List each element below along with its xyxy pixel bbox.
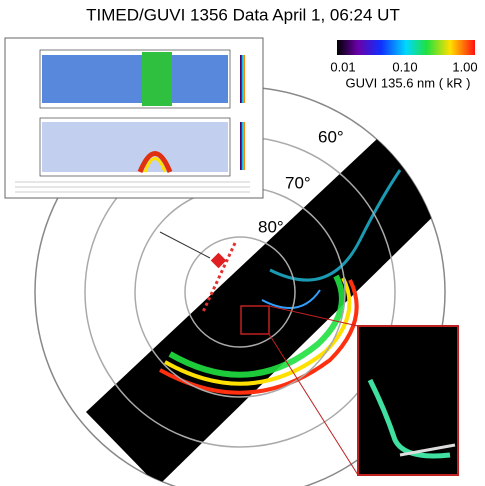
title: TIMED/GUVI 1356 Data April 1, 06:24 UT bbox=[86, 5, 400, 24]
zoom-line bbox=[268, 305, 359, 327]
colorbar-tick: 0.10 bbox=[392, 59, 417, 74]
track bbox=[201, 242, 237, 313]
arrow bbox=[159, 231, 211, 259]
colorbar-tick: 0.01 bbox=[330, 59, 355, 74]
zoom-arc bbox=[399, 443, 456, 457]
zoom-line bbox=[268, 333, 359, 476]
station bbox=[210, 252, 227, 269]
zoom-arc bbox=[367, 378, 451, 459]
zoom-box bbox=[240, 305, 270, 335]
ring-label: 60° bbox=[318, 127, 344, 146]
ring-label: 80° bbox=[258, 217, 284, 236]
colorbar-label: GUVI 135.6 nm ( kR ) bbox=[346, 75, 471, 90]
colorbar-tick: 1.00 bbox=[452, 59, 477, 74]
colorbar bbox=[337, 40, 475, 55]
ring-label: 70° bbox=[285, 173, 311, 192]
instrument-inset bbox=[4, 37, 264, 199]
